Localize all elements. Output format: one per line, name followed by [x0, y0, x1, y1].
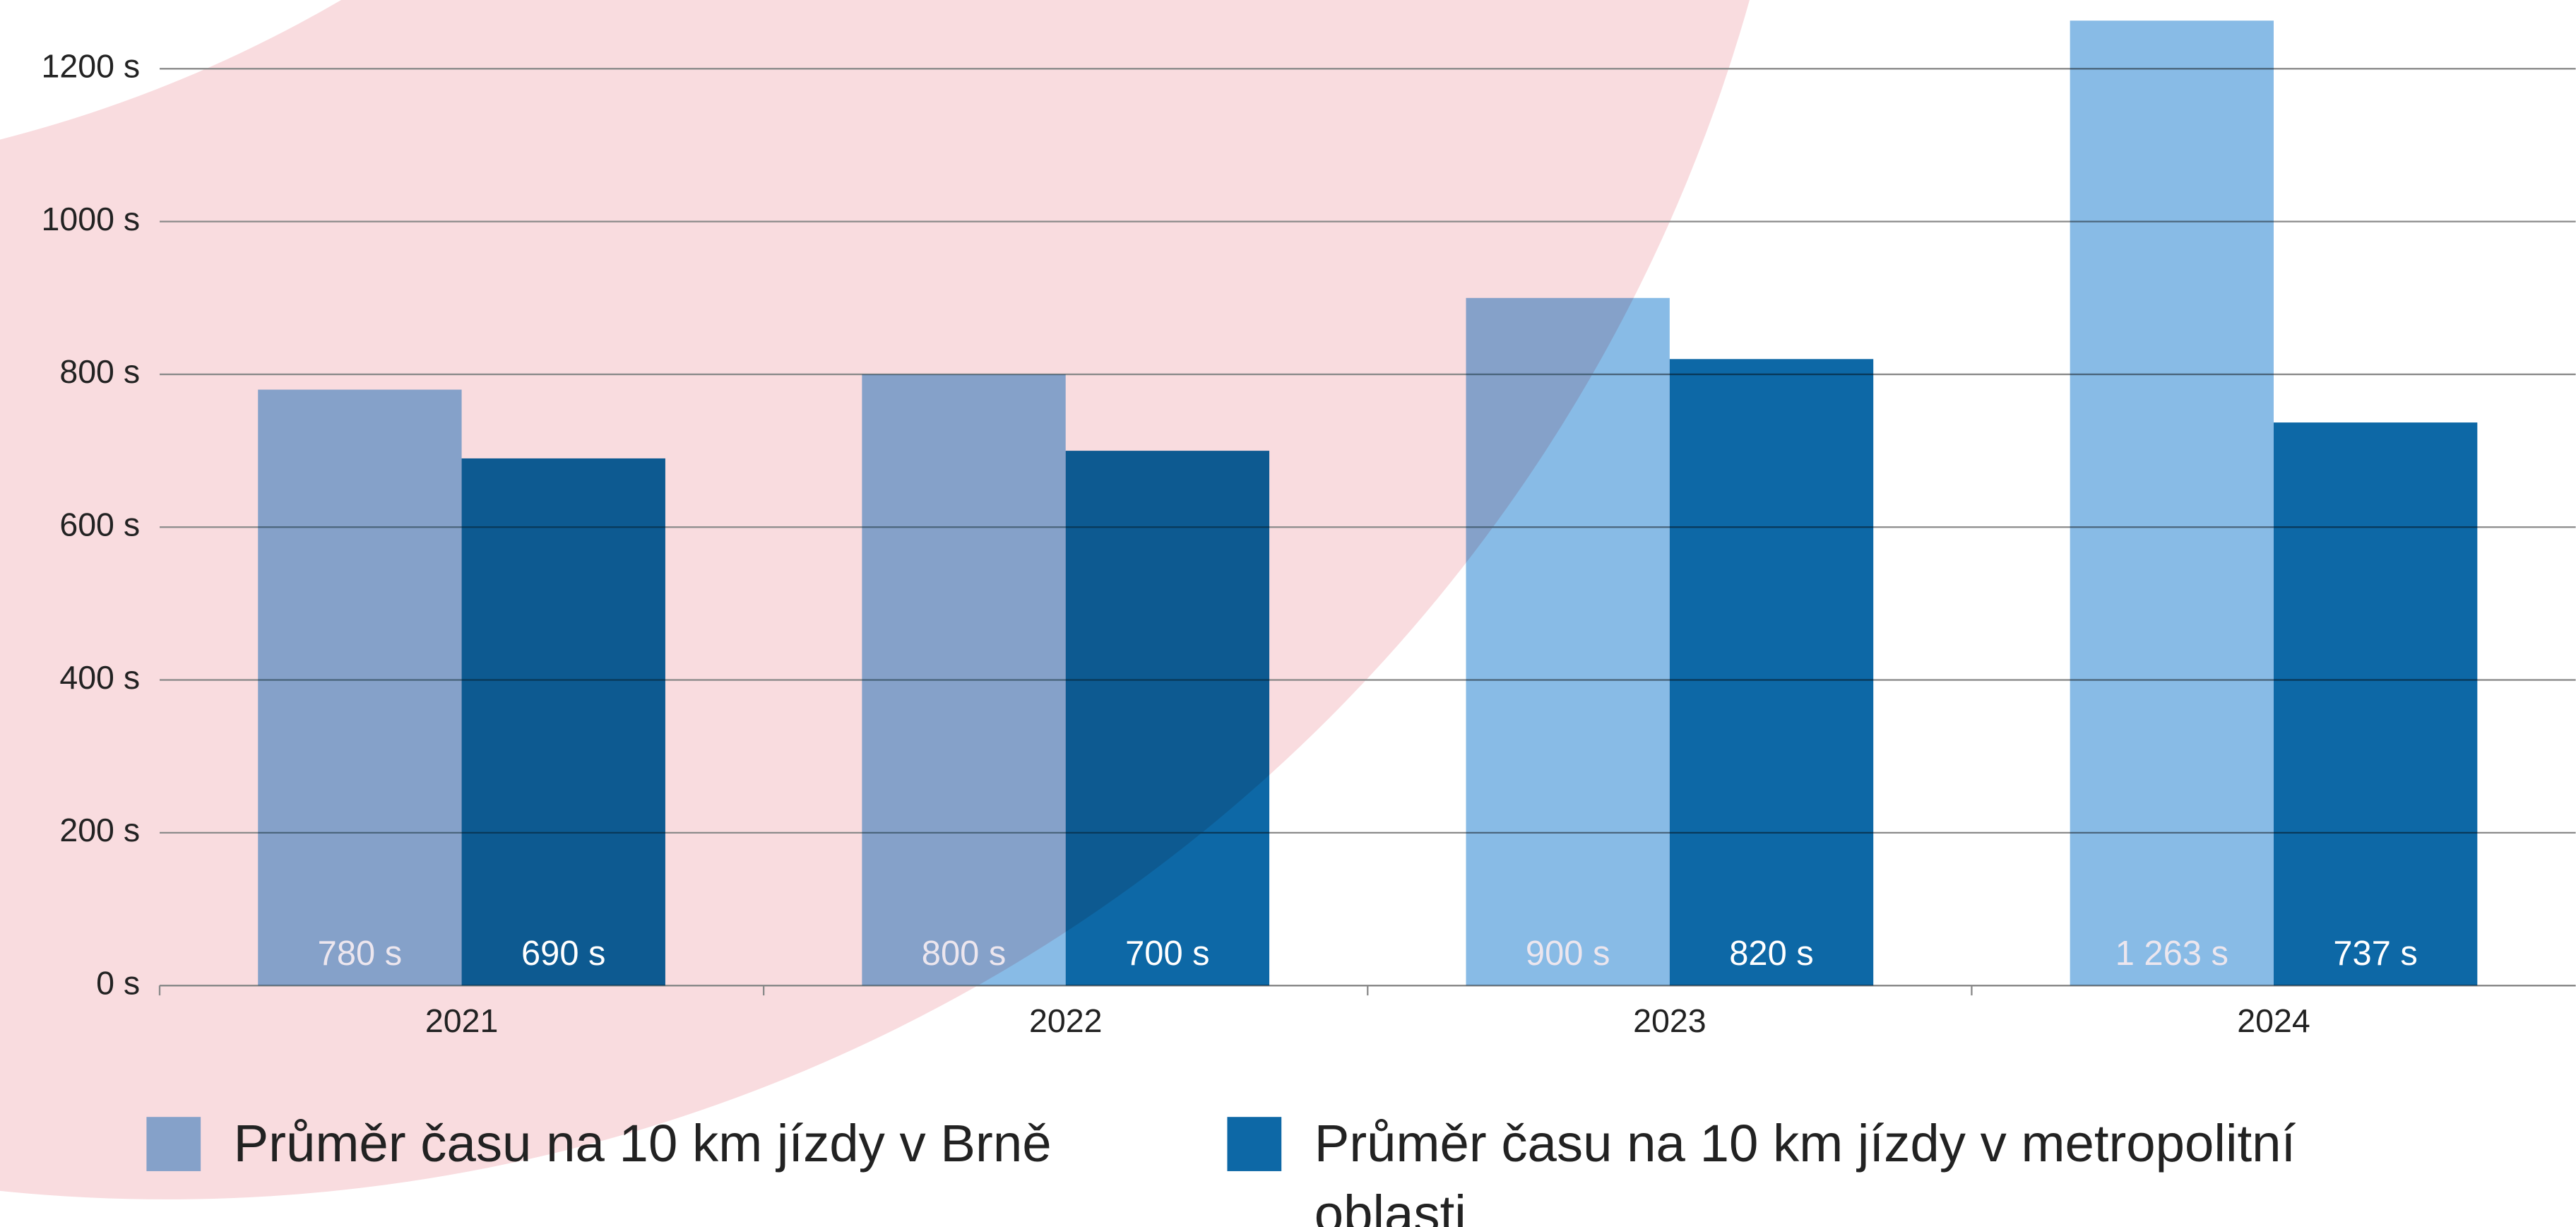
legend-item: Průměr času na 10 km jízdy v Brně: [233, 1113, 1052, 1173]
y-tick-label: 1000 s: [41, 201, 140, 237]
legend-label: Průměr času na 10 km jízdy v metropo­lit…: [1314, 1113, 2296, 1227]
value-label: 690 s: [521, 935, 605, 973]
bar: [461, 458, 665, 986]
y-tick-label: 1200 s: [41, 48, 140, 85]
bar: [862, 374, 1066, 986]
value-label: 900 s: [1526, 935, 1610, 973]
legend-label: Průměr času na 10 km jízdy v Brně: [233, 1113, 1052, 1173]
value-label: 780 s: [318, 935, 402, 973]
x-tick-label: 2023: [1633, 1002, 1706, 1039]
value-label: 700 s: [1125, 935, 1209, 973]
background-cut: [0, 0, 341, 140]
value-label: 820 s: [1729, 935, 1813, 973]
bar: [2273, 422, 2478, 986]
value-label: 1 263 s: [2115, 935, 2228, 973]
y-tick-label: 0 s: [96, 964, 140, 1001]
x-tick-label: 2022: [1029, 1002, 1102, 1039]
y-tick-label: 800 s: [59, 353, 140, 390]
legend-swatch: [1227, 1117, 1282, 1171]
bar: [2070, 20, 2274, 986]
value-label: 737 s: [2333, 935, 2417, 973]
bar: [1669, 359, 1874, 986]
legend-swatch: [146, 1117, 201, 1171]
y-tick-label: 400 s: [59, 659, 140, 696]
legend-item: Průměr času na 10 km jízdy v metropo­lit…: [1314, 1113, 2296, 1227]
bar: [1466, 297, 1670, 986]
y-tick-label: 600 s: [59, 506, 140, 543]
y-tick-label: 200 s: [59, 812, 140, 848]
x-tick-label: 2021: [425, 1002, 498, 1039]
bar: [258, 389, 462, 986]
bar: [1065, 451, 1270, 986]
x-tick-label: 2024: [2237, 1002, 2310, 1039]
value-label: 800 s: [922, 935, 1006, 973]
